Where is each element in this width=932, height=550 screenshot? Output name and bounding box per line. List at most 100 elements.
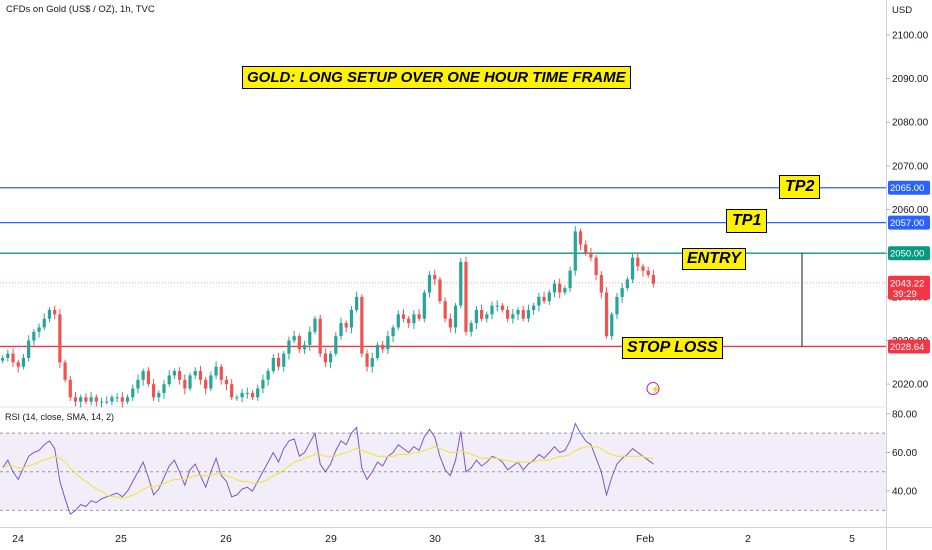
- candle: [266, 371, 270, 380]
- candle: [261, 379, 265, 389]
- setup-title-annotation: GOLD: LONG SETUP OVER ONE HOUR TIME FRAM…: [242, 66, 631, 89]
- candle: [427, 275, 432, 293]
- candle: [323, 353, 328, 363]
- candle: [235, 397, 239, 399]
- candle: [84, 397, 88, 402]
- candle: [615, 296, 619, 315]
- candle: [79, 397, 83, 402]
- candle: [620, 288, 624, 297]
- rsi-ma-line: [2, 446, 654, 500]
- candle: [495, 305, 499, 307]
- candle: [27, 340, 31, 358]
- bar-countdown-label: 39:29: [893, 289, 917, 300]
- candle: [297, 336, 301, 350]
- tp2-annotation: TP2: [779, 175, 821, 199]
- candle: [308, 331, 312, 345]
- candle: [21, 357, 26, 367]
- candle: [276, 357, 281, 367]
- candle: [94, 397, 98, 402]
- candle: [573, 231, 577, 271]
- candle: [375, 344, 380, 358]
- candle: [125, 397, 130, 402]
- candle: [355, 296, 359, 310]
- candle: [105, 401, 109, 403]
- candle: [459, 261, 463, 306]
- candle: [651, 275, 656, 284]
- last-price-tag: [888, 275, 930, 300]
- candle: [172, 371, 177, 376]
- candle: [313, 318, 317, 332]
- candle: [302, 344, 307, 350]
- candle: [178, 371, 182, 380]
- level-price-tag: [888, 246, 930, 261]
- candle: [99, 401, 104, 403]
- candle: [328, 353, 333, 363]
- candle: [594, 257, 598, 276]
- candle: [53, 309, 57, 315]
- rsi-tick-label: 60.00: [892, 448, 917, 459]
- candle: [532, 305, 536, 310]
- candle: [131, 388, 135, 398]
- candle: [146, 371, 150, 385]
- candle: [282, 353, 286, 367]
- candle: [464, 261, 468, 332]
- currency-label[interactable]: USD: [892, 5, 913, 16]
- last-price-label: 2043.22: [890, 278, 924, 289]
- candle: [386, 336, 390, 350]
- candle: [256, 388, 260, 398]
- candle: [568, 270, 572, 289]
- event-marker-icon[interactable]: [646, 382, 660, 396]
- candle: [157, 392, 161, 398]
- candle: [120, 397, 124, 402]
- candle: [396, 314, 400, 328]
- price-tick-label: 2100.00: [892, 30, 929, 41]
- candle: [219, 366, 223, 380]
- rsi-indicator-label[interactable]: RSI (14, close, SMA, 14, 2): [5, 412, 115, 422]
- candle: [141, 371, 145, 380]
- candle: [68, 379, 72, 398]
- time-tick-label: 29: [325, 533, 337, 545]
- candle: [151, 384, 156, 398]
- candle: [453, 305, 458, 328]
- candle: [162, 384, 166, 393]
- price-tick-label: 2070.00: [892, 161, 929, 172]
- price-tick-label: 2060.00: [892, 205, 929, 216]
- candle: [63, 362, 67, 380]
- candle: [407, 318, 411, 324]
- candle: [558, 283, 562, 293]
- candle: [110, 397, 114, 402]
- candle: [526, 309, 531, 319]
- candle: [490, 305, 494, 315]
- candle: [73, 397, 78, 402]
- candle: [584, 244, 588, 254]
- time-tick-label: 31: [534, 533, 546, 545]
- candle: [542, 296, 546, 302]
- candle: [641, 266, 645, 271]
- candle: [344, 323, 348, 328]
- candle: [198, 371, 203, 380]
- price-tick-label: 2020.00: [892, 380, 929, 391]
- candle: [636, 257, 640, 267]
- candle: [479, 309, 484, 319]
- time-tick-label: 30: [429, 533, 441, 545]
- candle: [365, 353, 369, 367]
- candle: [47, 309, 52, 319]
- candle: [37, 327, 41, 332]
- candle: [193, 371, 197, 376]
- candle: [136, 379, 140, 389]
- time-tick-label: 24: [12, 533, 24, 545]
- rsi-line: [2, 422, 654, 516]
- candle: [183, 379, 187, 389]
- candle: [0, 357, 5, 361]
- candle: [42, 318, 46, 328]
- level-price-label: 2057.00: [890, 218, 924, 229]
- candle: [209, 375, 213, 389]
- candle: [16, 362, 20, 367]
- candle: [292, 336, 296, 341]
- candle: [563, 288, 567, 293]
- candle: [370, 357, 374, 367]
- candle: [412, 314, 416, 324]
- stop-loss-annotation: STOP LOSS: [622, 337, 723, 359]
- candle: [188, 375, 192, 389]
